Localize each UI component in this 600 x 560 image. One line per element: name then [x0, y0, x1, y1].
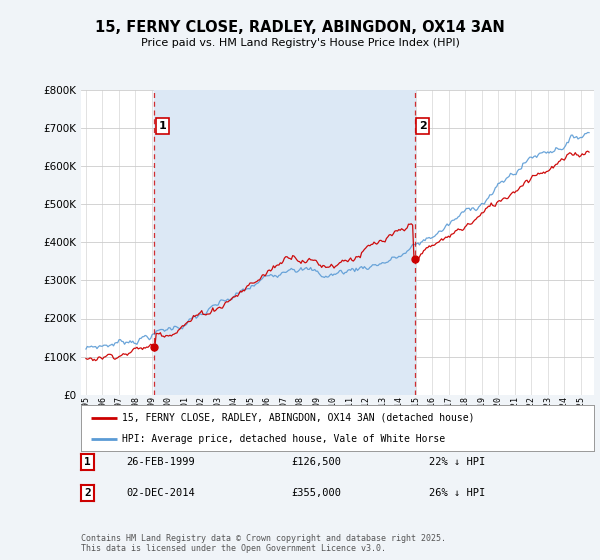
Text: 15, FERNY CLOSE, RADLEY, ABINGDON, OX14 3AN: 15, FERNY CLOSE, RADLEY, ABINGDON, OX14 …	[95, 20, 505, 35]
Text: £355,000: £355,000	[291, 488, 341, 498]
Text: HPI: Average price, detached house, Vale of White Horse: HPI: Average price, detached house, Vale…	[122, 435, 445, 444]
Text: 1: 1	[159, 121, 167, 131]
Text: 15, FERNY CLOSE, RADLEY, ABINGDON, OX14 3AN (detached house): 15, FERNY CLOSE, RADLEY, ABINGDON, OX14 …	[122, 413, 475, 423]
Text: 26-FEB-1999: 26-FEB-1999	[126, 457, 195, 467]
Text: 22% ↓ HPI: 22% ↓ HPI	[429, 457, 485, 467]
Text: 26% ↓ HPI: 26% ↓ HPI	[429, 488, 485, 498]
Text: 1: 1	[84, 457, 91, 467]
Text: 2: 2	[84, 488, 91, 498]
Text: Price paid vs. HM Land Registry's House Price Index (HPI): Price paid vs. HM Land Registry's House …	[140, 38, 460, 48]
Text: 2: 2	[419, 121, 427, 131]
Text: 02-DEC-2014: 02-DEC-2014	[126, 488, 195, 498]
Text: Contains HM Land Registry data © Crown copyright and database right 2025.
This d: Contains HM Land Registry data © Crown c…	[81, 534, 446, 553]
Text: £126,500: £126,500	[291, 457, 341, 467]
Bar	[154, 90, 415, 395]
